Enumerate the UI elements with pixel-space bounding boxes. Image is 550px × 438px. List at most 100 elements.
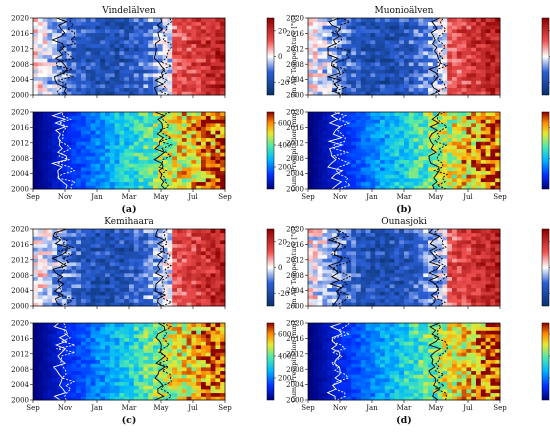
heatmap-cell: [476, 123, 482, 128]
heatmap-cell: [186, 363, 192, 368]
heatmap-cell: [186, 345, 192, 350]
heatmap-cell: [413, 76, 419, 81]
heatmap-cell: [124, 232, 130, 237]
heatmap-cell: [52, 381, 58, 386]
heatmap-cell: [196, 280, 202, 285]
heatmap-cell: [148, 367, 154, 372]
heatmap-cell: [317, 134, 323, 139]
heatmap-cell: [452, 32, 458, 37]
heatmap-cell: [205, 40, 211, 45]
heatmap-cell: [191, 170, 197, 175]
heatmap-cell: [52, 240, 58, 245]
heatmap-cell: [220, 29, 226, 34]
heatmap-cell: [456, 141, 462, 146]
heatmap-cell: [76, 381, 82, 386]
heatmap-cell: [47, 54, 53, 59]
heatmap-cell: [42, 145, 48, 150]
heatmap-cell: [138, 80, 144, 85]
heatmap-cell: [95, 345, 101, 350]
heatmap-cell: [76, 91, 82, 96]
heatmap-cell: [437, 159, 443, 164]
heatmap-cell: [76, 65, 82, 70]
heatmap-cell: [191, 258, 197, 263]
heatmap-cell: [375, 65, 381, 70]
heatmap-cell: [413, 185, 419, 190]
heatmap-cell: [37, 163, 43, 168]
heatmap-cell: [85, 392, 91, 397]
heatmap-cell: [81, 284, 87, 289]
heatmap-cell: [215, 130, 221, 135]
heatmap-cell: [191, 348, 197, 353]
heatmap-cell: [332, 134, 338, 139]
heatmap-cell: [167, 156, 173, 161]
heatmap-cell: [95, 181, 101, 186]
heatmap-cell: [389, 87, 395, 92]
heatmap-cell: [186, 178, 192, 183]
heatmap-cell: [105, 141, 111, 146]
heatmap-cell: [210, 62, 216, 67]
heatmap-cell: [167, 367, 173, 372]
heatmap-cell: [181, 32, 187, 37]
heatmap-cell: [418, 58, 424, 63]
heatmap-cell: [346, 18, 352, 23]
heatmap-cell: [37, 156, 43, 161]
heatmap-cell: [181, 76, 187, 81]
heatmap-cell: [42, 273, 48, 278]
heatmap-cell: [332, 62, 338, 67]
heatmap-cell: [380, 65, 386, 70]
heatmap-cell: [351, 137, 357, 142]
heatmap-cell: [114, 47, 120, 52]
heatmap-cell: [138, 91, 144, 96]
heatmap-cell: [346, 73, 352, 78]
heatmap-cell: [317, 119, 323, 124]
heatmap-cell: [408, 47, 414, 52]
heatmap-cell: [133, 18, 139, 23]
heatmap-cell: [133, 396, 139, 401]
heatmap-cell: [143, 29, 149, 34]
heatmap-cell: [346, 62, 352, 67]
heatmap-cell: [81, 152, 87, 157]
heatmap-cell: [201, 291, 207, 296]
heatmap-cell: [205, 36, 211, 41]
heatmap-cell: [138, 58, 144, 63]
heatmap-cell: [52, 51, 58, 56]
heatmap-cell: [81, 287, 87, 292]
heatmap-cell: [66, 295, 72, 300]
heatmap-cell: [71, 112, 77, 117]
heatmap-cell: [153, 58, 159, 63]
heatmap-cell: [162, 159, 168, 164]
heatmap-cell: [191, 119, 197, 124]
heatmap-cell: [215, 18, 221, 23]
heatmap-cell: [37, 185, 43, 190]
heatmap-cell: [66, 367, 72, 372]
heatmap-cell: [85, 112, 91, 117]
heatmap-cell: [172, 40, 178, 45]
heatmap-cell: [95, 29, 101, 34]
heatmap-cell: [52, 265, 58, 270]
heatmap-cell: [76, 54, 82, 59]
heatmap-cell: [81, 69, 87, 74]
heatmap-cell: [442, 185, 448, 190]
heatmap-cell: [370, 134, 376, 139]
heatmap-cell: [452, 54, 458, 59]
heatmap-cell: [341, 112, 347, 117]
heatmap-cell: [133, 243, 139, 248]
heatmap-cell: [308, 65, 314, 70]
heatmap-cell: [177, 229, 183, 234]
heatmap-cell: [33, 276, 39, 281]
heatmap-cell: [205, 69, 211, 74]
heatmap-cell: [351, 18, 357, 23]
heatmap-cell: [322, 170, 328, 175]
heatmap-cell: [485, 51, 491, 56]
heatmap-cell: [495, 51, 501, 56]
heatmap-cell: [90, 378, 96, 383]
heatmap-cell: [466, 134, 472, 139]
heatmap-cell: [215, 73, 221, 78]
heatmap-cell: [332, 36, 338, 41]
heatmap-cell: [47, 62, 53, 67]
heatmap-cell: [490, 36, 496, 41]
heatmap-cell: [341, 156, 347, 161]
heatmap-cell: [177, 232, 183, 237]
heatmap-cell: [124, 73, 130, 78]
heatmap-cell: [432, 21, 438, 26]
